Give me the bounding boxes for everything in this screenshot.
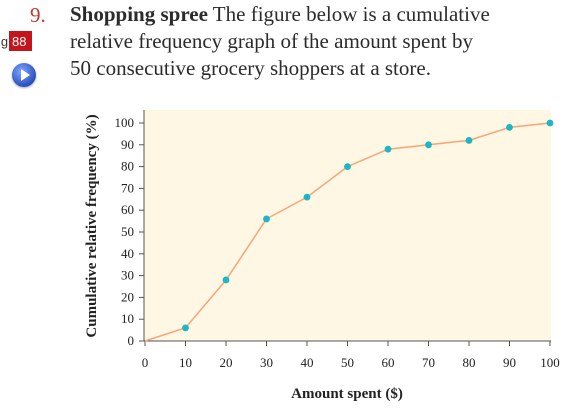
- problem-number: 9.: [30, 3, 46, 27]
- y-tick-label: 30: [121, 268, 134, 283]
- x-tick-label: 30: [260, 355, 273, 370]
- data-point: [384, 145, 392, 153]
- plot-area: [144, 110, 551, 341]
- y-tick-label: 60: [121, 202, 134, 217]
- page-number: 88: [12, 33, 27, 49]
- y-axis-ticks: 0 10 20 30 40 50 60 70 80 90 100: [115, 115, 144, 348]
- y-tick-label: 10: [121, 311, 134, 326]
- y-tick-label: 80: [121, 159, 134, 174]
- x-axis-ticks: 0 10 20 30 40 50 60 70 80 90 100: [142, 341, 560, 370]
- x-tick-label: 0: [142, 355, 149, 370]
- data-point: [546, 119, 554, 127]
- data-point: [506, 123, 513, 131]
- y-tick-label: 20: [121, 289, 134, 304]
- y-tick-label: 90: [121, 137, 134, 152]
- x-tick-label: 60: [382, 355, 395, 370]
- x-tick-label: 100: [540, 355, 560, 370]
- data-point: [222, 276, 230, 284]
- data-point: [182, 324, 189, 332]
- y-tick-label: 50: [121, 224, 134, 239]
- x-tick-label: 90: [503, 355, 516, 370]
- x-tick-label: 40: [301, 355, 314, 370]
- page-reference-badge[interactable]: g 88: [0, 31, 32, 51]
- x-tick-label: 20: [220, 355, 233, 370]
- y-tick-label: 40: [121, 246, 134, 261]
- x-tick-label: 70: [422, 355, 435, 370]
- page-tag-prefix: g: [0, 33, 9, 49]
- x-tick-label: 80: [463, 355, 476, 370]
- y-tick-label: 100: [115, 115, 135, 130]
- data-point: [303, 193, 311, 201]
- problem-line-3: 50 consecutive grocery shoppers at a sto…: [70, 56, 431, 80]
- play-icon[interactable]: [12, 63, 36, 87]
- data-point: [465, 137, 473, 144]
- problem-line-2: relative frequency graph of the amount s…: [70, 29, 473, 53]
- y-tick-label: 0: [128, 333, 135, 348]
- problem-line-1: Shopping spree The figure below is a cum…: [70, 1, 565, 28]
- problem-title: Shopping spree: [70, 2, 208, 26]
- problem-line-1-text: The figure below is a cumulative: [212, 2, 490, 26]
- x-axis-title: Amount spent ($): [291, 386, 403, 402]
- data-point: [425, 141, 432, 149]
- data-point: [263, 215, 270, 223]
- x-tick-label: 10: [179, 355, 192, 370]
- x-tick-label: 50: [341, 355, 354, 370]
- y-tick-label: 70: [121, 180, 134, 195]
- data-point: [344, 163, 351, 171]
- problem-statement: Shopping spree The figure below is a cum…: [70, 1, 565, 82]
- y-axis-title: Cumulative relative frequency (%): [84, 114, 100, 337]
- data-points: [182, 119, 554, 332]
